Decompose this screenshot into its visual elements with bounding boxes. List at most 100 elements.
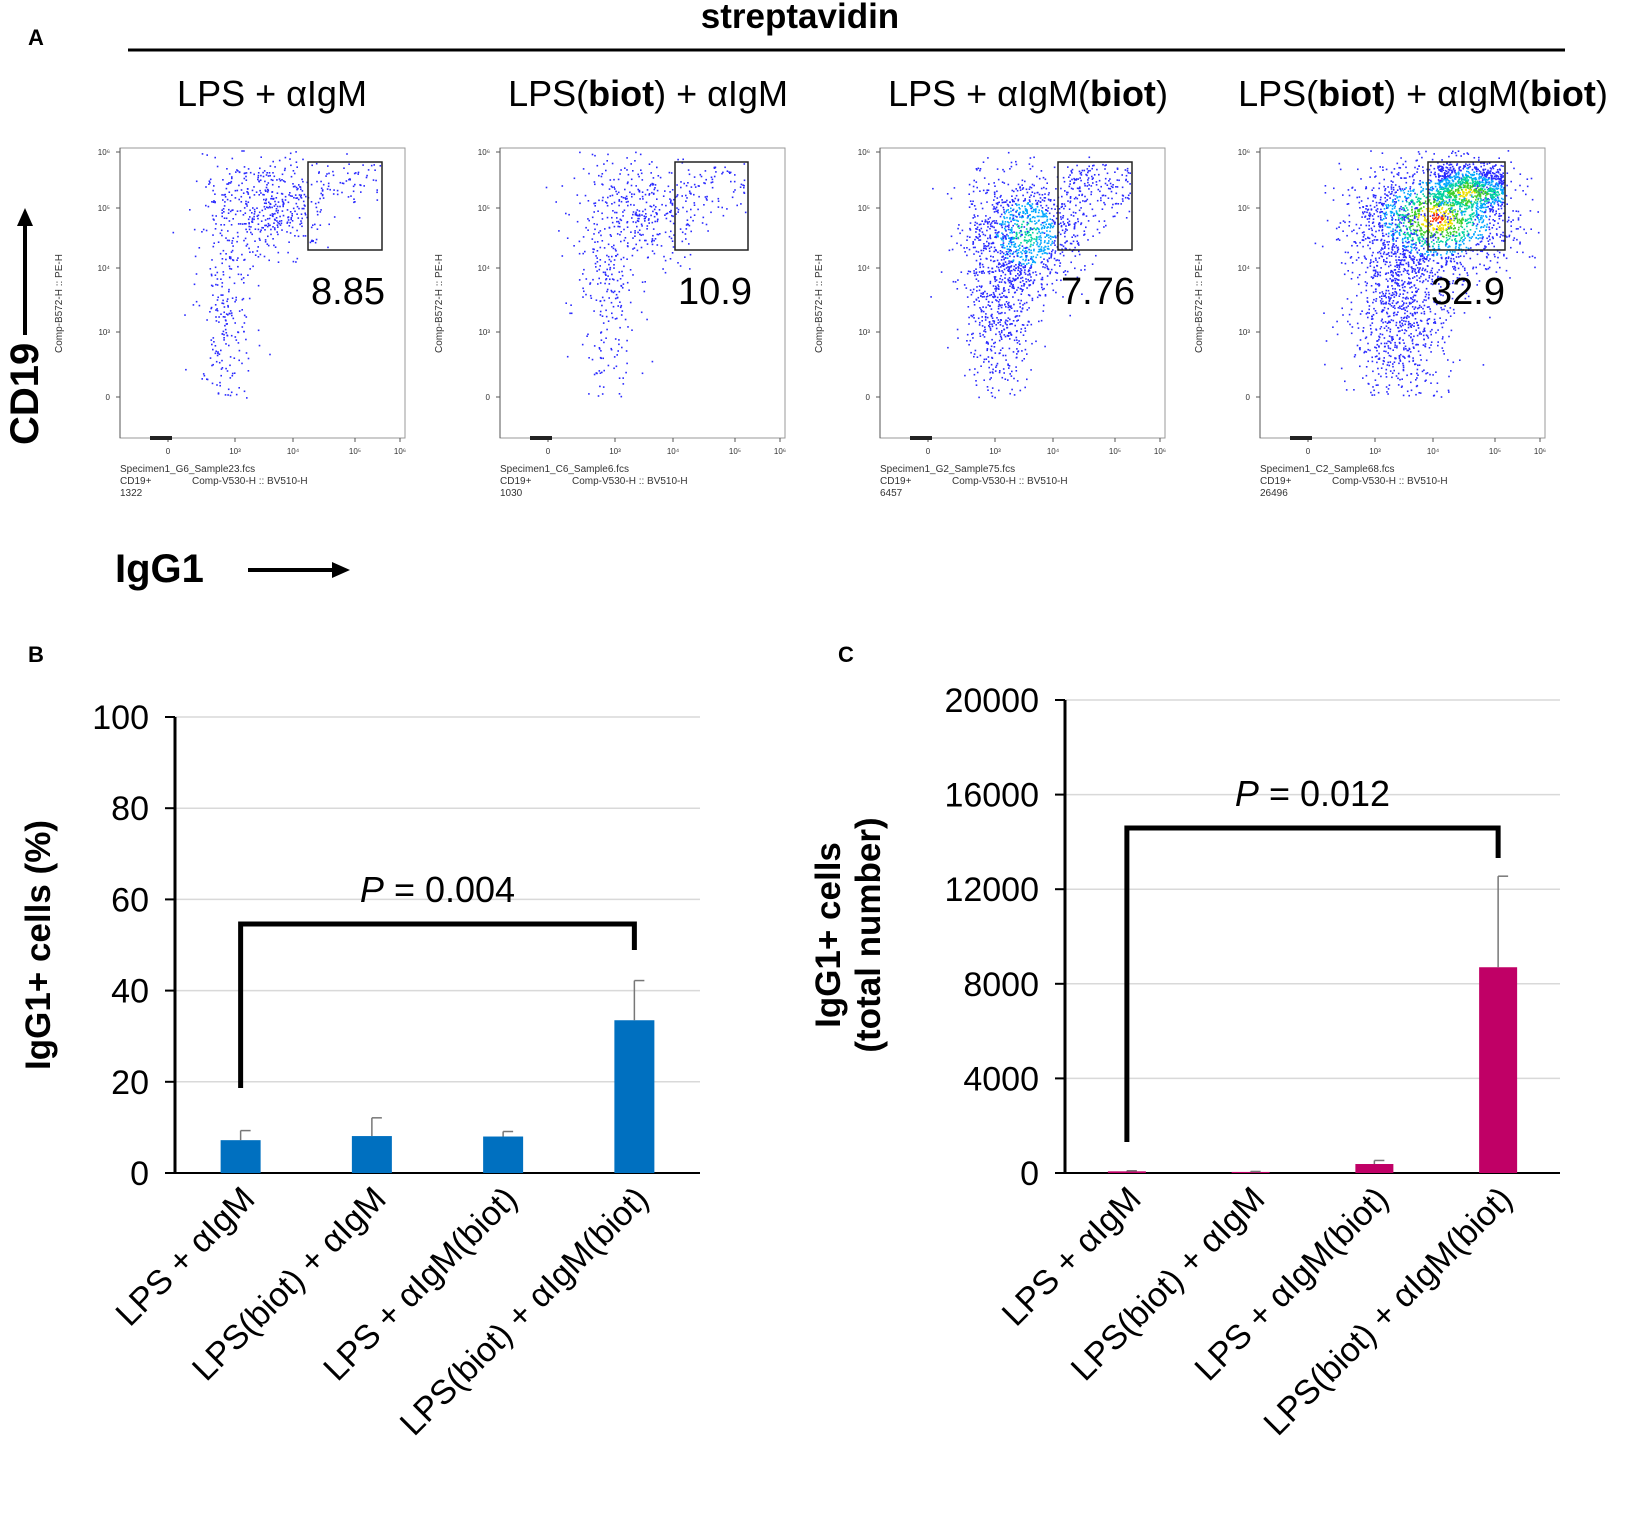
- event-dot: [1044, 240, 1046, 242]
- event-dot: [1378, 336, 1381, 339]
- event-dot: [617, 178, 620, 181]
- event-dot: [1430, 211, 1433, 213]
- event-dot: [1438, 210, 1441, 212]
- event-dot: [214, 304, 217, 306]
- gate-event-dot: [721, 172, 723, 175]
- event-dot: [1026, 191, 1029, 194]
- event-dot: [278, 178, 281, 180]
- event-dot: [619, 306, 622, 309]
- event-dot: [616, 193, 618, 195]
- event-dot: [985, 192, 987, 195]
- event-dot: [1363, 255, 1366, 258]
- event-dot: [210, 306, 213, 309]
- event-dot: [1018, 206, 1020, 209]
- event-dot: [1009, 252, 1012, 255]
- event-dot: [1476, 243, 1479, 245]
- event-dot: [975, 380, 977, 382]
- event-dot: [1006, 248, 1009, 251]
- event-dot: [229, 257, 231, 260]
- event-dot: [630, 184, 633, 187]
- event-dot: [1414, 166, 1416, 169]
- event-dot: [977, 317, 980, 320]
- event-dot: [975, 181, 978, 183]
- event-dot: [224, 196, 227, 198]
- event-dot: [236, 240, 238, 243]
- event-dot: [1489, 222, 1491, 225]
- event-dot: [1062, 216, 1064, 219]
- event-dot: [990, 222, 993, 224]
- event-dot: [1401, 308, 1403, 310]
- event-dot: [1031, 203, 1034, 205]
- event-dot: [998, 269, 1000, 271]
- event-dot: [1432, 229, 1435, 231]
- event-dot: [1482, 215, 1484, 217]
- event-dot: [1383, 337, 1386, 339]
- event-dot: [212, 189, 214, 192]
- event-dot: [1468, 205, 1471, 208]
- gate-event-dot: [1121, 198, 1124, 200]
- event-dot: [993, 296, 995, 299]
- event-dot: [982, 161, 985, 163]
- event-dot: [1028, 163, 1031, 165]
- event-dot: [995, 220, 998, 222]
- event-dot: [622, 215, 624, 217]
- event-dot: [993, 182, 995, 184]
- event-dot: [1409, 234, 1412, 236]
- event-dot: [999, 370, 1001, 372]
- event-dot: [1342, 230, 1344, 232]
- event-dot: [1007, 183, 1010, 186]
- event-dot: [1005, 257, 1007, 259]
- event-dot: [1424, 231, 1427, 233]
- event-dot: [1047, 226, 1049, 228]
- gate-event-dot: [1104, 194, 1107, 197]
- event-dot: [676, 184, 678, 186]
- event-dot: [979, 190, 981, 192]
- event-dot: [1383, 218, 1385, 220]
- event-dot: [222, 179, 224, 181]
- event-dot: [221, 215, 223, 218]
- event-dot: [269, 353, 271, 356]
- event-dot: [1508, 235, 1510, 238]
- gate-event-dot: [1073, 177, 1075, 180]
- gate-event-dot: [357, 173, 359, 175]
- event-dot: [1024, 348, 1027, 351]
- event-dot: [966, 247, 968, 249]
- event-dot: [230, 334, 233, 337]
- event-dot: [1024, 386, 1026, 389]
- event-dot: [694, 186, 697, 188]
- event-dot: [1430, 382, 1432, 384]
- event-dot: [1021, 359, 1024, 362]
- event-dot: [221, 359, 223, 362]
- event-dot: [1007, 226, 1010, 228]
- event-dot: [1041, 278, 1044, 281]
- event-dot: [221, 194, 223, 196]
- event-dot: [1011, 228, 1013, 231]
- event-dot: [1419, 258, 1422, 261]
- event-dot: [1406, 374, 1408, 377]
- event-dot: [573, 177, 576, 180]
- event-dot: [1452, 217, 1455, 219]
- event-dot: [291, 195, 293, 197]
- event-dot: [1482, 220, 1484, 223]
- event-dot: [1397, 174, 1400, 176]
- gate-event-dot: [1082, 200, 1084, 202]
- event-dot: [279, 224, 282, 226]
- event-dot: [1385, 211, 1387, 214]
- event-dot: [1464, 269, 1466, 271]
- event-dot: [1026, 221, 1029, 224]
- event-dot: [1476, 204, 1478, 206]
- event-dot: [1498, 226, 1501, 228]
- event-dot: [993, 206, 995, 208]
- event-dot: [273, 175, 276, 178]
- event-dot: [613, 259, 616, 261]
- event-dot: [1376, 275, 1379, 278]
- event-dot: [1431, 280, 1434, 283]
- event-dot: [1466, 225, 1468, 228]
- event-dot: [1407, 355, 1410, 358]
- event-dot: [302, 158, 304, 161]
- event-dot: [223, 311, 225, 314]
- event-dot: [656, 218, 659, 221]
- event-dot: [228, 256, 231, 258]
- event-dot: [1411, 211, 1413, 214]
- event-dot: [1391, 302, 1394, 304]
